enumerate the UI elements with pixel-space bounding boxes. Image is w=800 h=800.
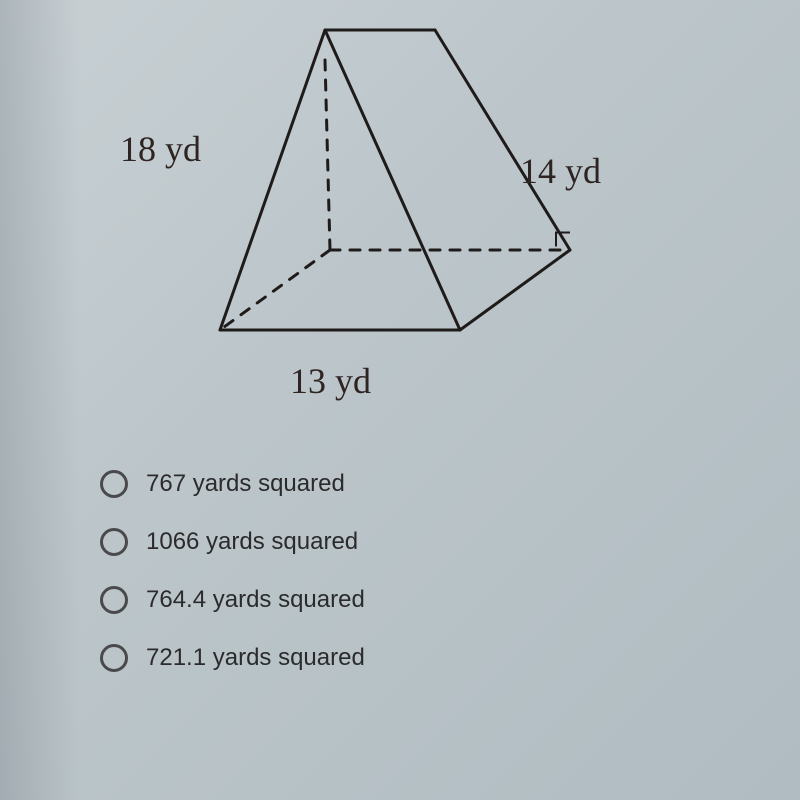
visible-edges (220, 30, 570, 330)
prism-svg (160, 20, 640, 420)
radio-icon (100, 470, 128, 498)
edge-left-depth (220, 250, 330, 330)
option-a[interactable]: 767 yards squared (100, 470, 365, 498)
edge-front-right (325, 30, 460, 330)
prism-figure: 18 yd 14 yd 13 yd (160, 20, 640, 420)
edge-apex-to-back-left (325, 60, 330, 250)
edge-front-hypotenuse (220, 30, 325, 330)
option-label: 767 yards squared (146, 470, 345, 498)
edge-right-depth (460, 250, 570, 330)
option-b[interactable]: 1066 yards squared (100, 528, 365, 556)
label-right-side: 14 yd (520, 150, 601, 192)
radio-icon (100, 528, 128, 556)
option-label: 1066 yards squared (146, 528, 358, 556)
label-hypotenuse: 18 yd (120, 128, 201, 170)
option-label: 764.4 yards squared (146, 586, 365, 614)
option-c[interactable]: 764.4 yards squared (100, 586, 365, 614)
option-label: 721.1 yards squared (146, 644, 365, 672)
answer-choices: 767 yards squared 1066 yards squared 764… (100, 470, 365, 672)
label-front-base: 13 yd (290, 360, 371, 402)
radio-icon (100, 586, 128, 614)
option-d[interactable]: 721.1 yards squared (100, 644, 365, 672)
edge-back-right (435, 30, 570, 250)
radio-icon (100, 644, 128, 672)
